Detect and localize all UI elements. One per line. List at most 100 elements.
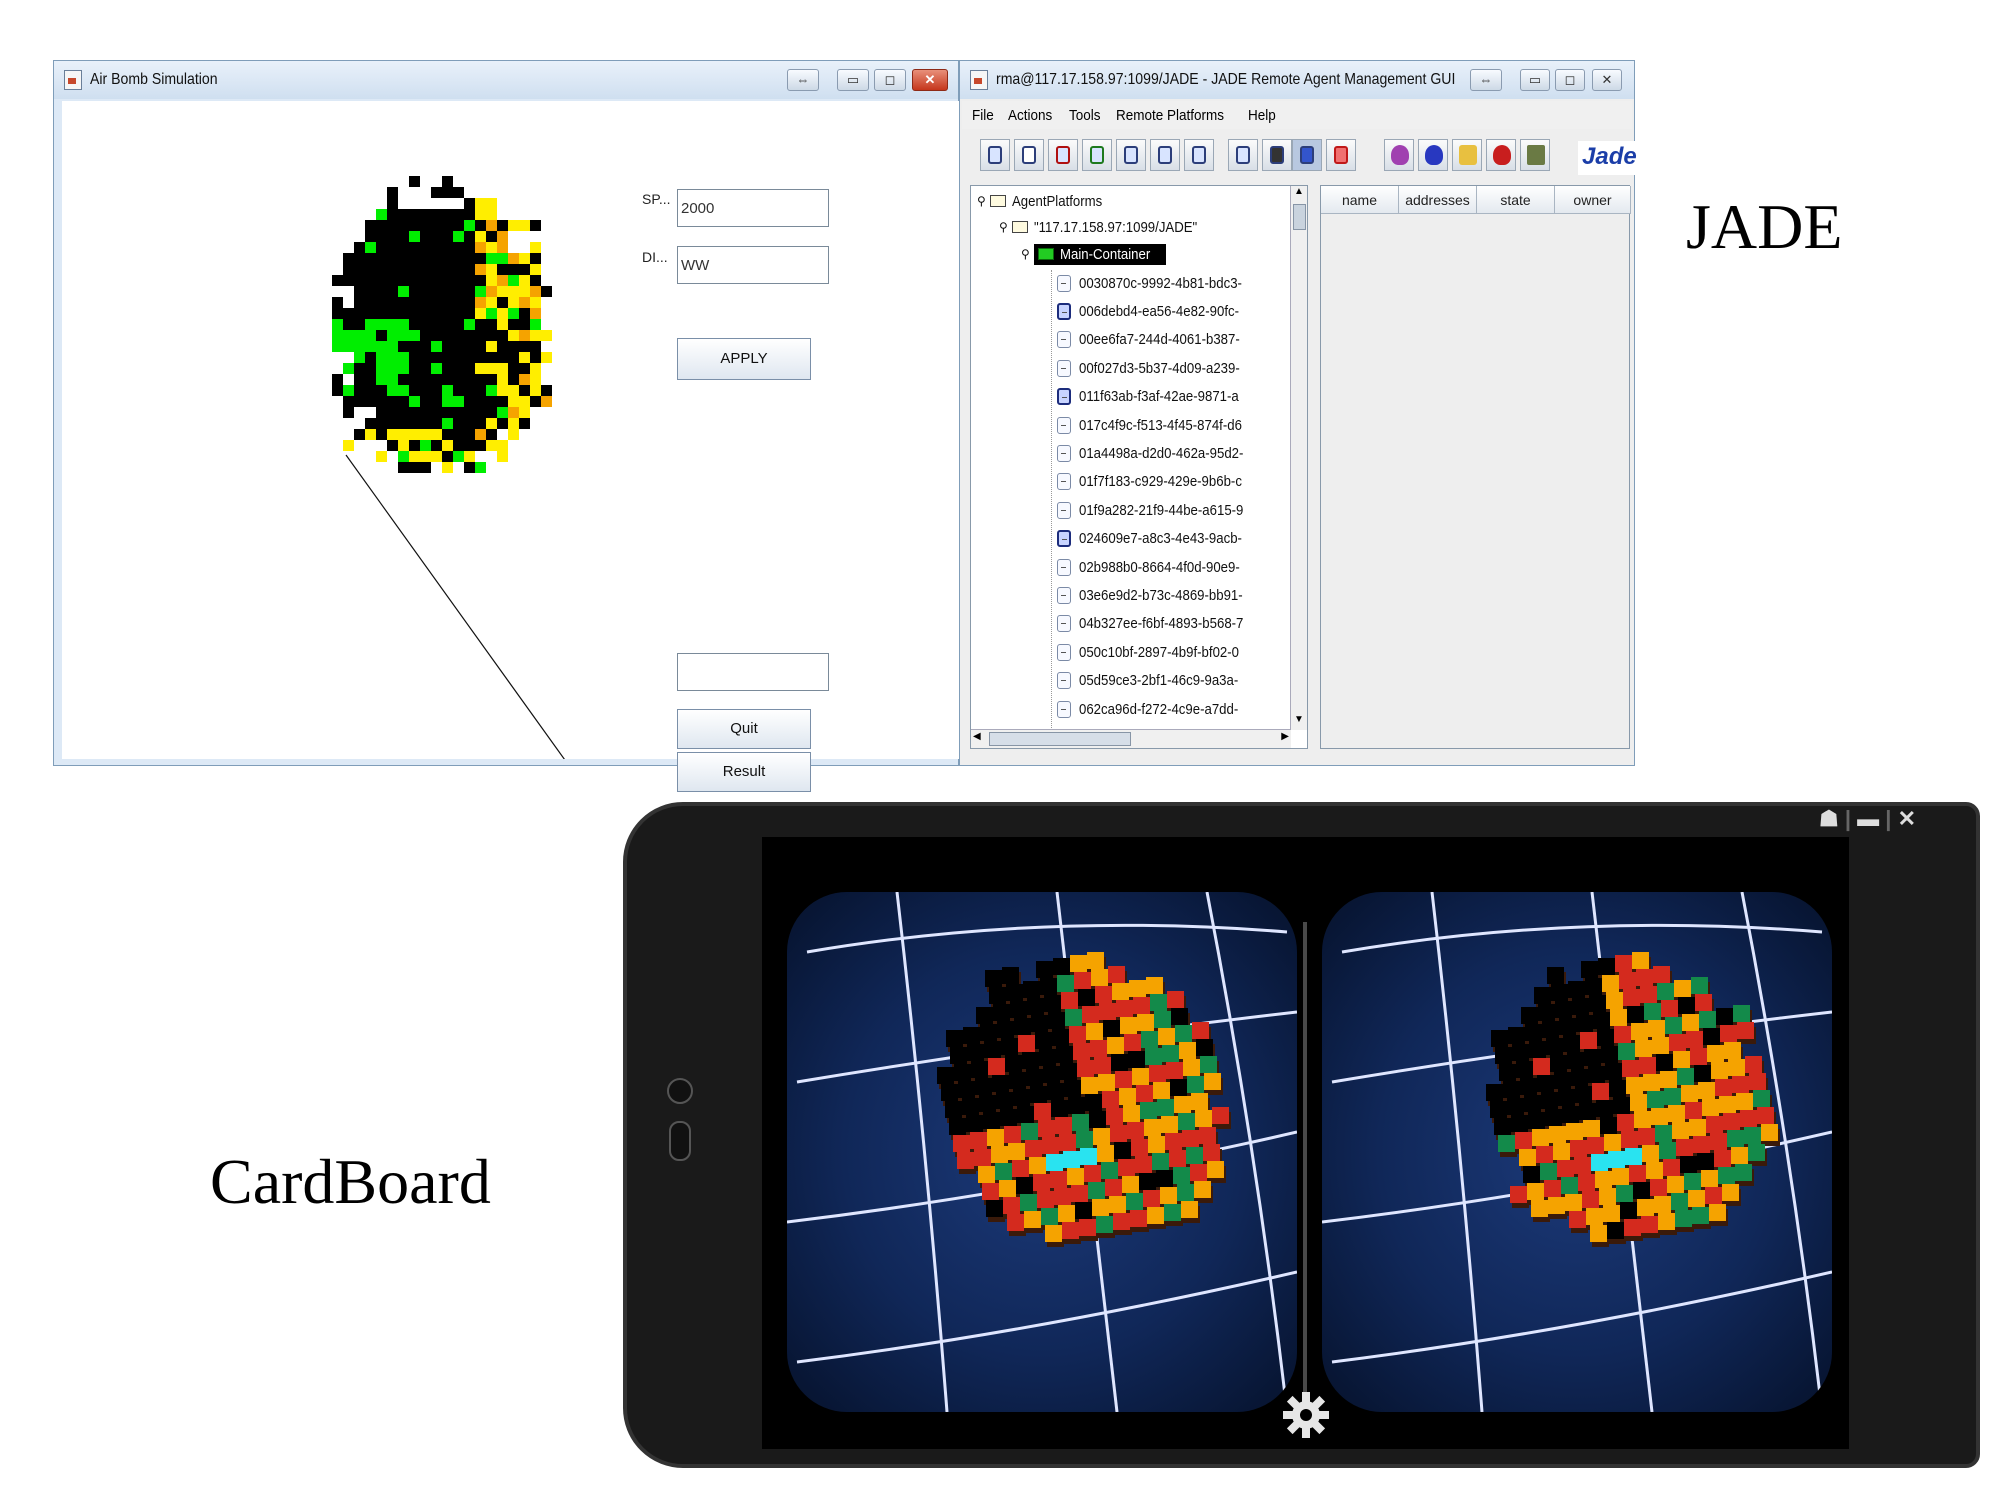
log-manager-icon[interactable] [1486,139,1516,171]
agent-tree[interactable]: ⚲ AgentPlatforms ⚲ "117.17.158.97:1099/J… [970,185,1308,749]
tree-node-main-container[interactable]: ⚲ Main-Container [1021,241,1167,267]
voxel-block [1095,986,1112,1003]
agent-row[interactable]: 01a4498a-d2d0-462a-95d2- [1057,440,1266,466]
result-button[interactable]: Result [677,752,811,792]
agent-row[interactable]: 011f63ab-f3af-42ae-9871-a [1057,384,1261,410]
blast-cell [442,308,453,319]
ghost-icon[interactable]: ☗ [1819,806,1839,831]
agent-row[interactable]: 00ee6fa7-244d-4061-b387- [1057,327,1262,353]
voxel-block [1094,1057,1111,1074]
jade-close-button[interactable]: ✕ [1592,69,1622,91]
jade-maximize-button[interactable]: ◻ [1555,69,1585,91]
scroll-left-icon[interactable]: ◀ [973,731,981,742]
sniffer-agent-icon[interactable] [1384,139,1414,171]
agent-row[interactable]: 0030870c-9992-4b81-bdc3- [1057,270,1264,296]
agent-row[interactable]: 02b988b0-8664-4f0d-90e9- [1057,554,1262,580]
agent-row[interactable]: 03e6e9d2-b73c-4869-bb91- [1057,582,1265,608]
voxel-block [1018,1035,1035,1052]
close-icon[interactable]: ✕ [1897,806,1916,831]
scroll-right-icon[interactable]: ▶ [1281,731,1289,742]
voxel-block [1173,1167,1190,1184]
quit-button[interactable]: Quit [677,709,811,749]
tree-node-platform[interactable]: ⚲ "117.17.158.97:1099/JADE" [999,218,1198,236]
column-header-owner[interactable]: owner [1555,186,1631,214]
tree-vertical-scrollbar[interactable]: ▲ ▼ [1290,186,1307,730]
start-agent-icon[interactable] [980,139,1010,171]
agent-row[interactable]: 024609e7-a8c3-4e43-9acb- [1057,526,1264,552]
agent-row[interactable]: 050c10bf-2897-4b9f-bf02-0 [1057,639,1261,665]
agent-row[interactable]: 062ca96d-f272-4c9e-a7dd- [1057,696,1260,722]
menu-help[interactable]: Help [1248,106,1277,124]
column-header-addresses[interactable]: addresses [1399,186,1477,214]
apply-button[interactable]: APPLY [677,338,811,380]
sim-titlebar[interactable]: Air Bomb Simulation ⇔ ▭ ◻ ✕ [54,61,958,99]
migrate-agent-icon[interactable] [1150,139,1180,171]
close-button[interactable]: ✕ [912,69,948,91]
sp-input[interactable] [677,189,829,227]
blast-cell [464,396,475,407]
tree-horizontal-scrollbar[interactable]: ◀ ▶ [971,729,1291,748]
scroll-up-icon[interactable]: ▲ [1294,186,1304,197]
blast-cell [530,330,541,341]
menu-actions[interactable]: Actions [1008,106,1053,124]
agent-row[interactable]: 05d59ce3-2bf1-46c9-9a3a- [1057,668,1260,694]
column-header-state[interactable]: state [1477,186,1555,214]
voxel-block [1128,1051,1145,1068]
resume-agent-icon[interactable] [1082,139,1112,171]
result-output-field[interactable] [677,653,829,691]
simulation-canvas[interactable]: SP... DI... APPLY Quit Result [62,101,964,792]
vr-screen[interactable] [762,837,1849,1449]
menu-file[interactable]: File [972,106,994,124]
jade-restore-arrows-button[interactable]: ⇔ [1470,69,1502,91]
voxel-block [1116,1000,1133,1017]
minimize-icon[interactable]: ▬ [1857,806,1880,831]
voxel-block [1678,997,1695,1014]
agent-row[interactable]: 01f7f183-c929-429e-9b6b-c [1057,469,1264,495]
suspend-agent-icon[interactable] [1048,139,1078,171]
tree-toggle-icon[interactable]: ⚲ [977,194,986,208]
hscroll-thumb[interactable] [989,732,1131,746]
di-label: DI... [642,249,668,265]
voxel-block [1065,1009,1082,1026]
jade-titlebar[interactable]: rma@117.17.158.97:1099/JADE - JADE Remot… [960,61,1634,99]
voxel-block [1115,1071,1132,1088]
scroll-down-icon[interactable]: ▼ [1294,714,1304,725]
jade-minimize-button[interactable]: ▭ [1520,69,1550,91]
menu-remote-platforms[interactable]: Remote Platforms [1116,106,1225,124]
tree-node-agentplatforms[interactable]: ⚲ AgentPlatforms [977,192,1103,210]
voxel-block [1194,1181,1211,1198]
column-header-name[interactable]: name [1321,186,1399,214]
di-input[interactable] [677,246,829,284]
tree-toggle-icon[interactable]: ⚲ [999,220,1008,234]
voxel-block [1566,1123,1583,1140]
agent-row[interactable]: 006debd4-ea56-4e82-90fc- [1057,298,1261,324]
add-platform-icon[interactable] [1292,139,1322,171]
maximize-button[interactable]: ◻ [874,69,906,91]
agent-details-table[interactable]: name addresses state owner [1320,185,1631,749]
load-agent-icon[interactable] [1228,139,1258,171]
remove-platform-icon[interactable] [1326,139,1356,171]
voxel-block [1632,952,1649,969]
scroll-thumb[interactable] [1293,204,1306,230]
send-message-icon[interactable] [1116,139,1146,171]
voxel-block [1040,978,1057,995]
kill-agent-icon[interactable] [1014,139,1044,171]
blast-cell [453,253,464,264]
agent-row[interactable]: 00f027d3-5b37-4d09-a239- [1057,355,1262,381]
agent-row[interactable]: 017c4f9c-f513-4f45-874f-d6 [1057,412,1264,438]
df-gui-icon[interactable] [1520,139,1550,171]
introspector-agent-icon[interactable] [1418,139,1448,171]
restore-arrows-button[interactable]: ⇔ [787,69,819,91]
tree-toggle-icon[interactable]: ⚲ [1021,247,1030,261]
dummy-agent-icon[interactable] [1452,139,1482,171]
minimize-button[interactable]: ▭ [837,69,869,91]
agent-row[interactable]: 01f9a282-21f9-44be-a615-9 [1057,497,1266,523]
voxel-block [1602,975,1619,992]
save-agent-icon[interactable] [1262,139,1292,171]
gear-icon[interactable] [1281,1390,1331,1440]
blast-cell [431,319,442,330]
agent-row[interactable]: 04b327ee-f6bf-4893-b568-7 [1057,611,1266,637]
voxel-block [1617,1114,1634,1131]
menu-tools[interactable]: Tools [1069,106,1101,124]
clone-agent-icon[interactable] [1184,139,1214,171]
